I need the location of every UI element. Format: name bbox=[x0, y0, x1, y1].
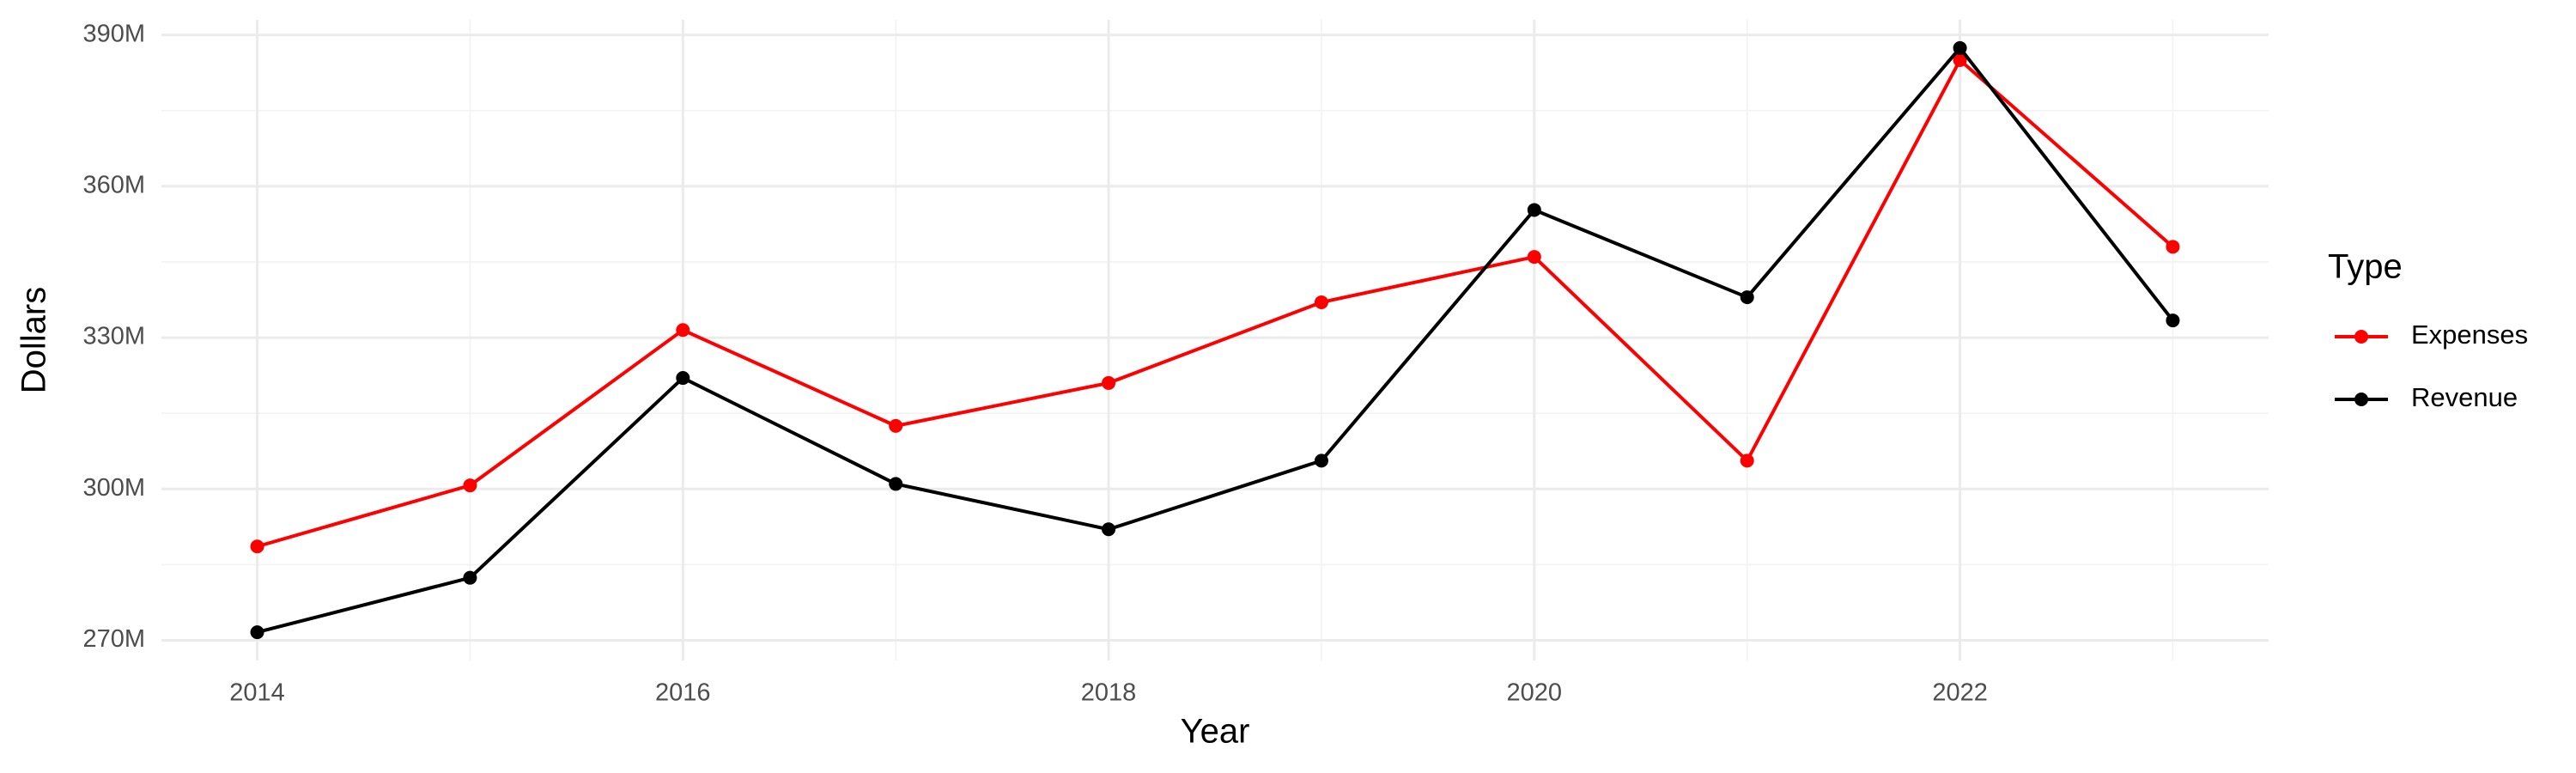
data-point bbox=[2166, 240, 2180, 254]
legend-label: Revenue bbox=[2411, 382, 2518, 412]
data-point bbox=[250, 539, 264, 554]
data-point bbox=[250, 625, 264, 640]
data-point bbox=[1953, 40, 1967, 55]
x-tick-label: 2020 bbox=[1507, 679, 1563, 707]
data-point bbox=[463, 570, 477, 585]
data-point bbox=[1102, 375, 1116, 390]
x-axis-title: Year bbox=[1181, 713, 1250, 751]
series-line bbox=[256, 57, 2174, 549]
data-point bbox=[463, 478, 477, 493]
y-axis-title: Dollars bbox=[15, 287, 53, 393]
data-point bbox=[1953, 52, 1967, 67]
data-point bbox=[1527, 250, 1541, 265]
legend-key-point bbox=[2354, 393, 2368, 406]
data-point bbox=[1102, 522, 1116, 537]
x-tick-label: 2016 bbox=[655, 679, 711, 707]
legend-label: Expenses bbox=[2411, 320, 2528, 350]
y-tick-label: 330M bbox=[82, 323, 145, 350]
y-tick-label: 270M bbox=[82, 625, 145, 653]
data-point bbox=[676, 371, 690, 386]
data-point bbox=[2166, 313, 2180, 328]
data-point bbox=[1314, 295, 1328, 309]
data-point bbox=[1314, 453, 1328, 468]
data-point bbox=[1740, 290, 1754, 305]
data-point bbox=[1740, 453, 1754, 468]
legend-title: Type bbox=[2328, 248, 2403, 286]
x-tick-label: 2018 bbox=[1081, 679, 1137, 707]
y-tick-label: 360M bbox=[82, 171, 145, 198]
legend-key-point bbox=[2354, 330, 2368, 344]
x-tick-label: 2014 bbox=[229, 679, 285, 707]
data-point bbox=[889, 477, 903, 491]
y-tick-label: 300M bbox=[82, 474, 145, 502]
y-tick-label: 390M bbox=[82, 20, 145, 47]
data-point bbox=[676, 323, 690, 338]
series-line bbox=[257, 45, 2175, 635]
data-point bbox=[889, 418, 903, 433]
data-point bbox=[1527, 203, 1541, 217]
x-tick-label: 2022 bbox=[1932, 679, 1988, 707]
